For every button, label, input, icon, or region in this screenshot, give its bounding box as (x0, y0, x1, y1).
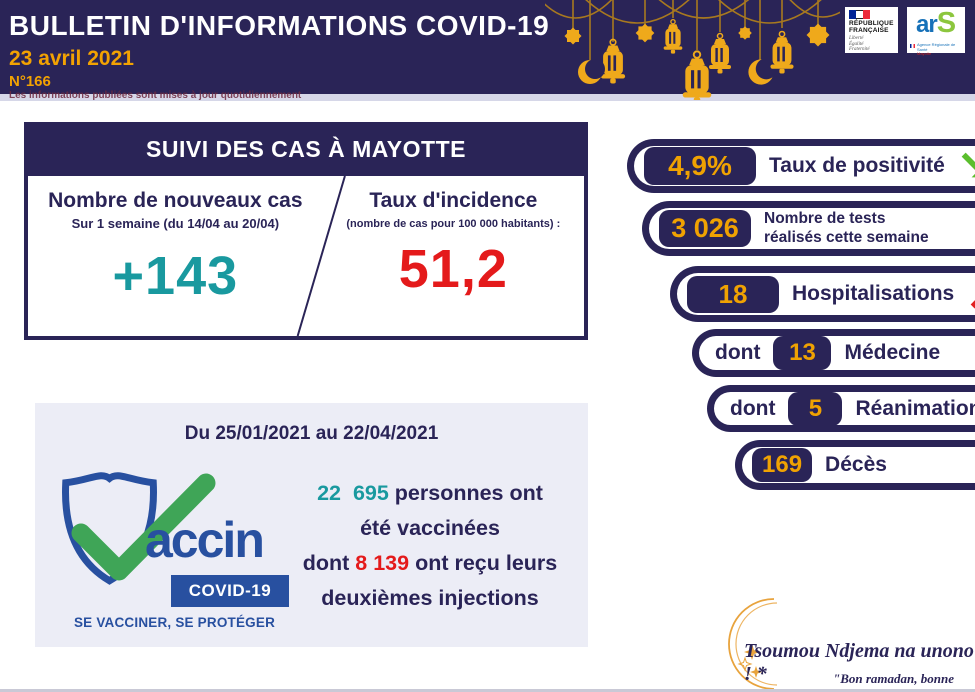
ramadan-lanterns-decoration (545, 0, 840, 100)
lantern-icon (663, 18, 683, 55)
vaccin-slogan: SE VACCINER, SE PROTÉGER (73, 615, 276, 630)
incidence-value: 51,2 (398, 239, 508, 299)
trend-up-arrow-icon (970, 300, 975, 309)
deces-label: Décès (825, 453, 887, 476)
stat-medecine: dont 13 Médecine (692, 329, 975, 377)
vaccination-line4: deuxièmes injections (321, 586, 539, 610)
republique-francaise-logo: RÉPUBLIQUE FRANÇAISE Liberté Égalité Fra… (845, 7, 898, 53)
positivity-label: Taux de positivité (769, 154, 945, 177)
header-subtext: Les informations publiées sont mises à j… (9, 90, 302, 101)
lantern-icon (681, 50, 713, 100)
vaccination-line2: été vaccinées (360, 516, 500, 540)
vaccin-wordmark: accin (145, 512, 265, 568)
positivity-value: 4,9% (644, 147, 756, 185)
incidence-title: Taux d'incidence (369, 189, 538, 212)
cases-card-title: SUIVI DES CAS À MAYOTTE (24, 122, 588, 176)
ars-logo: arS Agence Régionale de Santé Mayotte (907, 7, 965, 56)
reanimation-prefix: dont (730, 396, 776, 420)
sparkle-stars (737, 644, 762, 678)
header: BULLETIN D'INFORMATIONS COVID-19 23 avri… (0, 0, 975, 101)
new-cases-panel: Nombre de nouveaux cas Sur 1 semaine (du… (28, 176, 323, 336)
star-icon (564, 27, 582, 45)
new-cases-value: +143 (112, 246, 239, 306)
french-flag-icon (849, 10, 896, 19)
lantern-icon (708, 32, 732, 75)
stat-hospitalisations: 18 Hospitalisations (670, 266, 975, 322)
crescent-icon (578, 59, 605, 84)
french-flag-icon (910, 44, 915, 48)
greeting-text: Tsoumou Ndjema na unono ! * (744, 640, 974, 685)
star-icon (738, 26, 752, 40)
incidence-panel: Taux d'incidence (nombre de cas pour 100… (323, 176, 584, 336)
new-cases-subtitle: Sur 1 semaine (du 14/04 au 20/04) (71, 216, 280, 231)
vaccin-covid19-logo: accin COVID-19 SE VACCINER, SE PROTÉGER (57, 465, 292, 637)
vaccination-text: 22 695 personnes ont été vaccinées dont … (280, 476, 580, 616)
vaccination-period: Du 25/01/2021 au 22/04/2021 (184, 423, 439, 444)
medecine-prefix: dont (715, 341, 761, 364)
medecine-value: 13 (773, 336, 832, 370)
stat-tests-count: 3 026 Nombre de tests réalisés cette sem… (642, 201, 975, 256)
trend-down-arrow-icon (961, 152, 975, 178)
vaccination-panel: Du 25/01/2021 au 22/04/2021 accin COVID-… (35, 403, 588, 647)
lantern-icon (600, 38, 626, 85)
second-dose-count: 8 139 (355, 551, 410, 575)
covid19-badge: COVID-19 (171, 575, 289, 607)
reanimation-value: 5 (788, 391, 843, 426)
bulletin-date: 23 avril 2021 (9, 47, 134, 70)
tests-label: Nombre de tests réalisés cette semaine (764, 209, 929, 246)
lantern-icon (769, 30, 795, 75)
tests-value: 3 026 (659, 210, 751, 247)
new-cases-title: Nombre de nouveaux cas (48, 189, 303, 212)
reanimation-label: Réanimation (855, 396, 975, 420)
star-icon (806, 23, 830, 47)
stat-positivity-rate: 4,9% Taux de positivité (627, 139, 975, 193)
total-vaccinated-count: 22 695 (317, 481, 389, 505)
medecine-label: Médecine (844, 341, 941, 364)
vaccination-line1: 22 695 personnes ont (317, 481, 543, 505)
bottom-edge-strip (0, 689, 975, 692)
deces-value: 169 (752, 448, 813, 482)
incidence-subtitle: (nombre de cas pour 100 000 habitants) : (346, 218, 561, 230)
bulletin-number: N°166 (9, 73, 51, 90)
cases-card: SUIVI DES CAS À MAYOTTE Nombre de nouvea… (24, 122, 588, 340)
star-icon (635, 23, 655, 43)
vaccination-line3: dont 8 139 ont reçu leurs (302, 551, 558, 575)
stat-deces: 169 Décès (735, 440, 975, 490)
hospitalisations-value: 18 (687, 275, 779, 313)
checkmark-icon (71, 473, 216, 581)
shield-icon (62, 472, 157, 585)
page-title: BULLETIN D'INFORMATIONS COVID-19 (9, 10, 550, 41)
crescent-icon (748, 58, 777, 85)
hospitalisations-label: Hospitalisations (792, 282, 955, 305)
stat-reanimation: dont 5 Réanimation (707, 385, 975, 432)
